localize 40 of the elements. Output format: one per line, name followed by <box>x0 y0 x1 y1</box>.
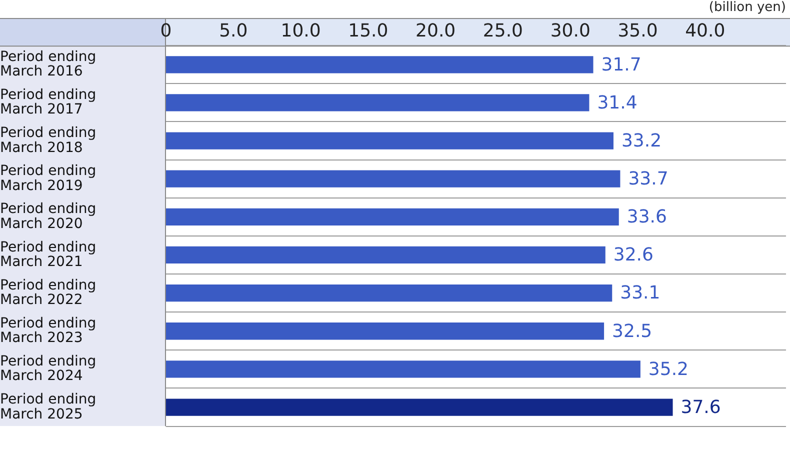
x-tick-label: 0 <box>160 20 172 42</box>
x-tick-label: 40.0 <box>685 20 726 42</box>
bar <box>166 170 620 188</box>
data-label: 33.6 <box>626 206 667 228</box>
data-label: 37.6 <box>680 396 721 418</box>
bar <box>166 246 606 264</box>
data-label: 33.1 <box>620 282 660 304</box>
x-tick-label: 30.0 <box>550 20 590 42</box>
data-label: 35.2 <box>648 358 689 380</box>
bar <box>166 360 640 378</box>
y-tick-label: Period ending March 2024 <box>0 353 96 384</box>
text: (billion yen) <box>708 0 786 15</box>
y-tick-label: Period ending March 2017 <box>0 86 96 118</box>
y-tick-label: Period ending March 2016 <box>0 48 96 80</box>
data-label: 33.2 <box>621 130 662 152</box>
x-tick-label: 15.0 <box>348 20 388 42</box>
bar <box>166 94 590 112</box>
bar <box>166 398 673 416</box>
data-label: 33.7 <box>628 168 668 190</box>
y-tick-label: Period ending March 2022 <box>0 277 96 308</box>
x-tick-label: 10.0 <box>280 20 321 42</box>
y-tick-label: Period ending March 2018 <box>0 125 96 156</box>
y-tick-label: Period ending March 2025 <box>0 392 96 422</box>
y-tick-label: Period ending March 2019 <box>0 163 96 194</box>
x-tick-label: 25.0 <box>482 20 523 42</box>
x-tick-label: 5.0 <box>219 20 248 42</box>
data-label: 31.4 <box>597 92 638 114</box>
bar <box>166 56 594 74</box>
bar <box>166 132 614 150</box>
y-tick-label: Period ending March 2021 <box>0 239 96 270</box>
x-tick-label: 35.0 <box>618 20 658 42</box>
data-label: 32.6 <box>613 244 654 266</box>
y-tick-label: Period ending March 2020 <box>0 201 96 232</box>
data-label: 32.5 <box>612 320 652 342</box>
y-tick-label: Period ending March 2023 <box>0 315 96 346</box>
bar <box>166 208 619 226</box>
bar <box>166 322 604 340</box>
x-tick-label: 20.0 <box>416 20 456 42</box>
bar <box>166 284 612 302</box>
data-label: 31.7 <box>601 54 642 76</box>
